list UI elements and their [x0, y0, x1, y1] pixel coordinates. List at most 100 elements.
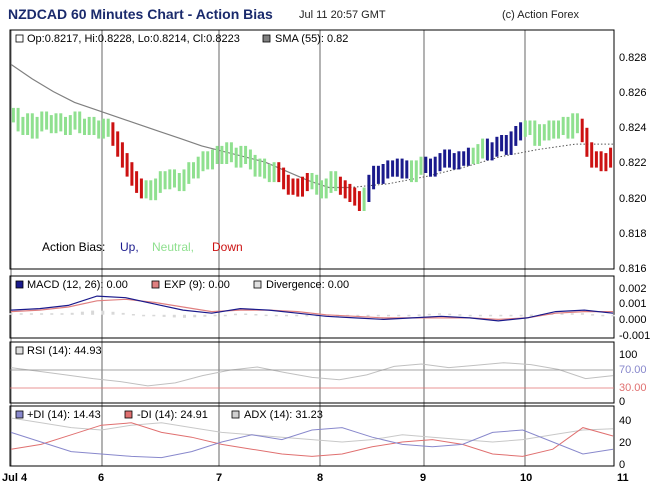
divergence-bar — [183, 314, 186, 318]
price-bar — [267, 164, 271, 183]
price-y-axis: 0.828 0.826 0.824 0.822 0.820 0.818 0.81… — [619, 52, 647, 275]
x-tick-label: Jul 4 — [2, 472, 28, 484]
x-tick-label: 9 — [420, 472, 426, 484]
price-bar — [395, 158, 399, 177]
divergence-bar — [478, 314, 482, 317]
price-bar — [609, 147, 613, 168]
price-tick-label: 0.824 — [619, 122, 647, 134]
price-bar — [348, 183, 352, 202]
price-bar — [192, 162, 195, 179]
price-bar — [362, 187, 366, 211]
price-bar — [514, 126, 518, 146]
dmi-panel-frame — [9, 405, 615, 467]
price-bar — [26, 113, 30, 135]
rsi-lines — [10, 362, 614, 387]
price-bars — [11, 107, 613, 211]
price-tick-label: 0.820 — [619, 193, 647, 205]
price-bar — [206, 151, 210, 170]
rsi-panel-frame — [9, 341, 615, 404]
price-bar — [239, 145, 243, 168]
rsi-tick-label: 70.00 — [619, 364, 647, 376]
price-bar — [182, 169, 186, 192]
sma-line — [10, 63, 350, 189]
price-bar — [334, 171, 338, 192]
exp-label: EXP (9): 0.00 — [164, 279, 230, 291]
price-bar — [448, 149, 451, 168]
x-tick-label: 6 — [98, 472, 104, 484]
price-bar — [97, 120, 101, 139]
divergence-bar — [101, 310, 105, 315]
copyright-notice: (c) Action Forex — [502, 9, 580, 21]
divergence-bar — [611, 314, 615, 317]
price-bar — [519, 122, 523, 141]
price-bar — [158, 171, 162, 193]
divergence-bar — [254, 314, 258, 316]
divergence-bar — [356, 314, 360, 317]
price-bar — [263, 158, 267, 179]
price-bar — [386, 160, 390, 179]
price-bar — [343, 180, 347, 199]
price-bar — [599, 151, 603, 172]
divergence-bar — [499, 314, 503, 317]
price-bar — [291, 178, 295, 195]
price-bar — [45, 111, 49, 130]
price-bar — [433, 156, 437, 177]
price-bar — [381, 164, 385, 184]
price-bar — [40, 111, 44, 132]
price-bar — [272, 162, 276, 183]
divergence-bar — [193, 314, 197, 318]
price-bar — [163, 171, 167, 190]
price-bar — [234, 147, 238, 168]
price-bar — [542, 124, 546, 141]
price-bar — [177, 173, 181, 192]
price-bar — [106, 118, 110, 137]
divergence-bar — [244, 313, 248, 315]
price-bar — [253, 154, 257, 177]
price-bar — [500, 135, 504, 152]
price-bar — [229, 142, 233, 163]
macd-label: MACD (12, 26): 0.00 — [27, 279, 128, 291]
price-bar — [211, 149, 214, 170]
price-bar — [68, 115, 72, 135]
price-panel-frame — [9, 29, 615, 270]
price-bar — [353, 187, 357, 206]
divergence-bar — [591, 314, 595, 316]
rsi-series-line — [10, 362, 614, 387]
price-bar — [220, 145, 224, 164]
price-bar — [538, 124, 541, 146]
price-bar — [476, 144, 480, 164]
ohlc-label: Op:0.8217, Hi:0.8228, Lo:0.8214, Cl:0.82… — [27, 33, 240, 45]
divergence-bar — [142, 314, 146, 317]
macd-panel-frame — [9, 275, 615, 339]
macd-legend-swatch — [15, 280, 24, 289]
price-bar — [54, 113, 58, 134]
price-bar — [367, 174, 371, 202]
dmi-tick-label: 40 — [619, 415, 631, 427]
divergence-bar — [407, 314, 411, 317]
divergence-bar — [152, 314, 156, 317]
price-bar — [457, 151, 461, 170]
price-bar — [173, 169, 176, 188]
sma-legend-swatch — [262, 34, 271, 43]
divergence-legend-swatch — [253, 280, 262, 289]
price-bar — [485, 138, 489, 161]
macd-tick-label: 0.002 — [619, 283, 647, 295]
price-bar — [59, 113, 63, 132]
adx-label: ADX (14): 31.23 — [244, 409, 323, 421]
price-bar — [495, 136, 499, 157]
price-bar — [324, 178, 328, 199]
divergence-bar — [91, 310, 95, 315]
divergence-bar — [376, 314, 380, 317]
price-bar — [277, 162, 281, 183]
price-bar — [101, 118, 105, 139]
sma-series-line — [10, 63, 350, 189]
price-bar — [580, 118, 584, 143]
divergence-bar — [234, 313, 237, 316]
price-bar — [552, 120, 556, 139]
x-tick-label: 8 — [317, 472, 323, 484]
rsi-tick-label: 30.00 — [619, 382, 647, 394]
price-bar — [575, 113, 579, 134]
price-bar — [225, 142, 229, 164]
price-tick-label: 0.826 — [619, 87, 647, 99]
price-bar — [310, 173, 314, 190]
